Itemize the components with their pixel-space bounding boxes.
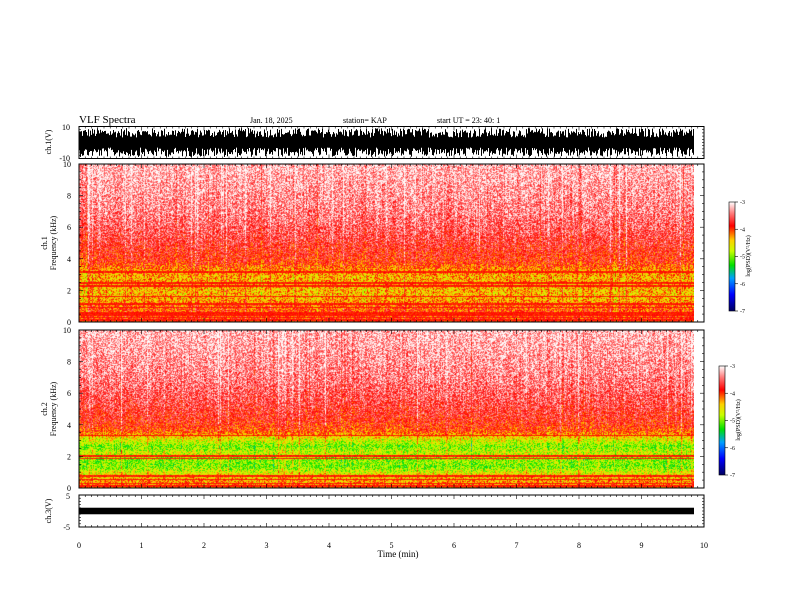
ch1-colorbar-ticks: -3 -4 -5 -6 -7	[735, 200, 745, 315]
ch1-waveform-panel: ch.1(V) 10 -10	[44, 123, 705, 163]
colorbar-tick-label: -4	[730, 391, 735, 397]
freq-tick-label: 8	[67, 358, 71, 367]
time-tick-label: 5	[390, 541, 394, 550]
freq-tick-label: 2	[67, 452, 71, 461]
colorbar-tick-label: -7	[740, 309, 745, 315]
time-axis-ticks: 0 1 2 3 4 5 6 7 8 9 10	[77, 126, 708, 550]
ch1-colorbar: -3 -4 -5 -6 -7 log(PSD)(V²/Hz)	[728, 200, 752, 315]
colorbar-tick-label: -6	[740, 282, 745, 288]
freq-tick-label: 0	[67, 318, 71, 327]
ch2-freq-ylabel: Frequency (kHz)	[49, 381, 58, 436]
ch1-freq-ylabel: Frequency (kHz)	[49, 215, 58, 270]
ch1-spectrogram-panel: ch.1 Frequency (kHz) 0 2 4 6 8 10 -3 -4 -5 -6 -7 …	[40, 160, 752, 327]
time-tick-label: 7	[515, 541, 519, 550]
colorbar-tick-label: -6	[730, 446, 735, 452]
freq-tick-label: 2	[67, 286, 71, 295]
time-axis-label: Time (min)	[378, 549, 419, 559]
freq-tick-label: 4	[67, 421, 71, 430]
date-label: Jan. 18, 2025	[250, 116, 293, 125]
freq-tick-label: 6	[67, 389, 71, 398]
ch3-ylabel: ch.3(V)	[44, 498, 53, 523]
time-tick-label: 8	[577, 541, 581, 550]
time-tick-label: 1	[140, 541, 144, 550]
ch1-ytick-top: 10	[62, 123, 70, 132]
time-tick-label: 4	[327, 541, 331, 550]
ch1-ylabel: ch.1(V)	[44, 129, 53, 154]
ch1-waveform-trace	[79, 128, 694, 157]
start-time-label: start UT = 23: 40: 1	[437, 116, 500, 125]
colorbar-tick-label: -4	[740, 227, 745, 233]
time-tick-label: 9	[640, 541, 644, 550]
ch2-colorbar-ticks: -3 -4 -5 -6 -7	[725, 364, 735, 479]
ch3-ytick-top: 5	[66, 492, 70, 501]
time-tick-label: 6	[452, 541, 456, 550]
freq-tick-label: 10	[63, 160, 71, 169]
ch3-waveform-panel: ch.3(V) 5 -5	[44, 492, 705, 532]
colorbar-tick-label: -5	[730, 419, 735, 425]
ch3-ytick-bottom: -5	[63, 523, 70, 532]
freq-tick-label: 6	[67, 223, 71, 232]
ch1-freq-ylabel-channel: ch.1	[40, 236, 49, 250]
ch1-spectrogram-image	[79, 164, 694, 322]
figure-title: VLF Spectra	[79, 114, 136, 126]
ch3-waveform-trace	[79, 507, 694, 515]
ch2-spectrogram-panel: ch.2 Frequency (kHz) 0 2 4 6 8 10 -3 -4 -5 -6 -7 …	[40, 326, 742, 493]
freq-tick-label: 4	[67, 255, 71, 264]
colorbar-tick-label: -3	[740, 200, 745, 206]
colorbar-tick-label: -7	[730, 473, 735, 479]
time-tick-label: 10	[700, 541, 708, 550]
freq-tick-label: 10	[63, 326, 71, 335]
ch1-colorbar-gradient	[729, 202, 735, 311]
ch2-spectrogram-image	[79, 330, 694, 488]
station-label: station= KAP	[343, 116, 387, 125]
colorbar-tick-label: -3	[730, 364, 735, 370]
freq-tick-label: 8	[67, 192, 71, 201]
ch2-colorbar-gradient	[719, 366, 725, 475]
ch2-colorbar-label: log(PSD)(V²/Hz)	[735, 399, 742, 440]
ch1-ytick-bottom: -10	[59, 154, 70, 163]
time-tick-label: 3	[265, 541, 269, 550]
ch2-freq-ticks: 0 2 4 6 8 10	[63, 326, 704, 493]
ch1-colorbar-label: log(PSD)(V²/Hz)	[745, 235, 752, 276]
ch2-colorbar: -3 -4 -5 -6 -7 log(PSD)(V²/Hz)	[718, 364, 742, 479]
freq-tick-label: 0	[67, 484, 71, 493]
colorbar-tick-label: -5	[740, 255, 745, 261]
ch2-freq-ylabel-channel: ch.2	[40, 402, 49, 416]
ch1-freq-ticks: 0 2 4 6 8 10	[63, 160, 704, 327]
time-tick-label: 2	[202, 541, 206, 550]
time-tick-label: 0	[77, 541, 81, 550]
